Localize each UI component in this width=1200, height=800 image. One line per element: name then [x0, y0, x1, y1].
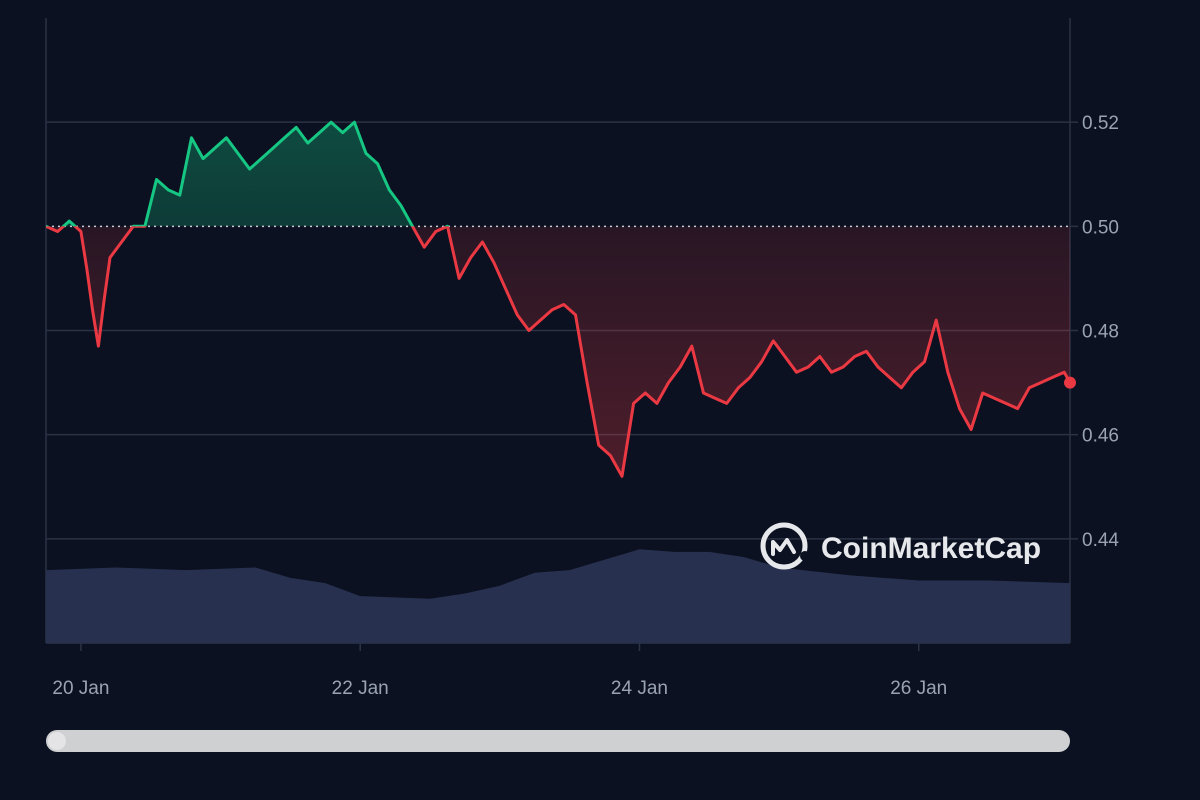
y-tick-label: 0.48: [1082, 322, 1119, 343]
volume-area-shape: [46, 549, 1070, 643]
last-price-dot: [1064, 376, 1076, 389]
x-tick-label: 20 Jan: [52, 678, 109, 699]
price-line-above: [46, 120, 450, 227]
area-below-baseline: [46, 226, 1070, 477]
volume-area: [46, 549, 1070, 643]
price-line: [46, 120, 1070, 478]
coinmarketcap-logo-icon: [760, 522, 810, 570]
area-above-baseline: [46, 122, 1070, 227]
x-tick-label: 22 Jan: [332, 678, 389, 699]
y-tick-label: 0.50: [1082, 217, 1119, 238]
y-tick-label: 0.46: [1082, 426, 1119, 447]
price-area-fill: [46, 122, 1070, 477]
x-tick-label: 26 Jan: [890, 678, 947, 699]
y-axis-ticks: 0.52 0.50 0.48 0.46 0.44: [1070, 113, 1119, 551]
price-line-below: [46, 226, 1070, 478]
x-axis-ticks: 20 Jan 22 Jan 24 Jan 26 Jan: [52, 643, 947, 699]
watermark-text: CoinMarketCap: [821, 532, 1041, 565]
chart-range-scrollbar[interactable]: [46, 730, 1070, 752]
y-tick-label: 0.52: [1082, 113, 1119, 134]
x-tick-label: 24 Jan: [611, 678, 668, 699]
watermark: CoinMarketCap: [760, 522, 1041, 570]
range-handle-left[interactable]: [48, 732, 66, 750]
y-tick-label: 0.44: [1082, 530, 1119, 551]
